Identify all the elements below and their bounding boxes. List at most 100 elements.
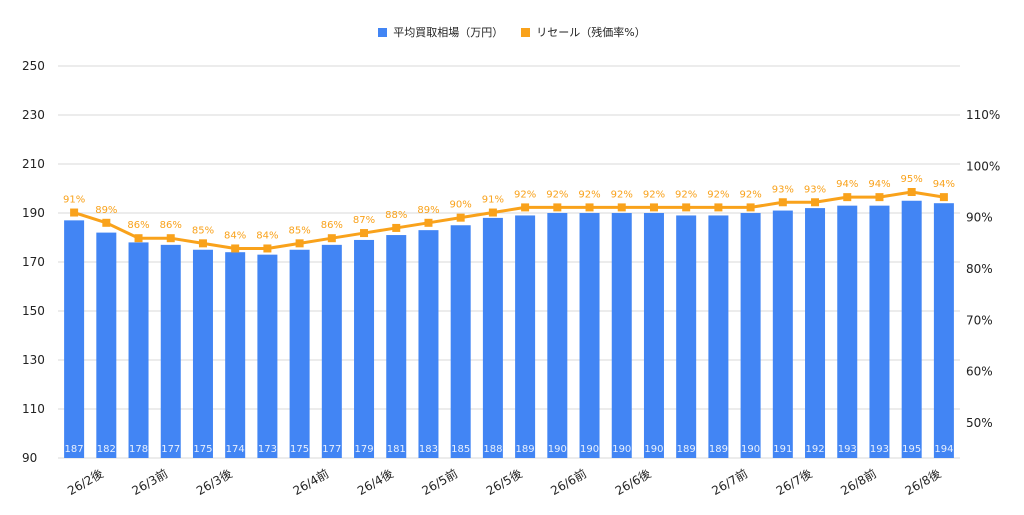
y-left-tick-label: 130 [22, 353, 45, 367]
bar-value-label: 175 [290, 444, 309, 455]
line-value-label: 94% [933, 179, 955, 190]
bar-value-label: 190 [548, 444, 567, 455]
legend-label-line: リセール（残価率%） [536, 26, 646, 39]
legend-item-bar[interactable]: 平均買取相場（万円） [378, 24, 503, 40]
y-right-tick-label: 60% [966, 365, 993, 379]
bar-value-label: 192 [805, 444, 824, 455]
chart-legend: 平均買取相場（万円） リセール（残価率%） [0, 24, 1024, 40]
bar-value-label: 193 [838, 444, 857, 455]
line-value-label: 89% [95, 205, 117, 216]
bar [772, 210, 793, 458]
bar-value-label: 190 [580, 444, 599, 455]
resale-line [73, 190, 945, 250]
bar-value-label: 179 [354, 444, 373, 455]
x-tick-label: 26/3後 [194, 466, 235, 498]
y-left-tick-label: 230 [22, 108, 45, 122]
line-point [778, 198, 787, 207]
line-value-label: 91% [482, 195, 504, 206]
bar [96, 232, 117, 458]
line-point [295, 239, 304, 248]
bar [321, 244, 342, 458]
y-right-tick-label: 80% [966, 262, 993, 276]
bar [837, 205, 858, 458]
x-tick-label: 26/8後 [903, 466, 944, 498]
line-point [682, 203, 691, 212]
bar [740, 213, 761, 458]
bar-value-label: 188 [483, 444, 502, 455]
line-point [811, 198, 820, 207]
line-value-label: 85% [192, 225, 214, 236]
line-point [746, 203, 755, 212]
line-value-label: 92% [643, 189, 665, 200]
line-point [521, 203, 530, 212]
bar-value-label: 195 [902, 444, 921, 455]
line-point [939, 193, 948, 202]
bar [515, 215, 536, 458]
line-point [263, 244, 272, 253]
bar-value-label: 185 [451, 444, 470, 455]
bar [192, 249, 213, 458]
y-left-tick-label: 190 [22, 206, 45, 220]
bar-value-label: 175 [193, 444, 212, 455]
legend-swatch-bar [378, 27, 388, 37]
line-value-label: 93% [772, 184, 794, 195]
bar [289, 249, 310, 458]
line-value-label: 92% [707, 189, 729, 200]
line-value-label: 89% [417, 205, 439, 216]
bar-value-label: 182 [97, 444, 116, 455]
line-point [617, 203, 626, 212]
bar [547, 213, 568, 458]
bar-value-label: 178 [129, 444, 148, 455]
line-value-label: 90% [450, 200, 472, 211]
line-value-label: 91% [63, 195, 85, 206]
bar [386, 235, 407, 458]
bar [257, 254, 278, 458]
y-right-tick-label: 90% [966, 211, 993, 225]
line-point [456, 213, 465, 222]
line-point [488, 208, 497, 217]
y-right-tick-label: 100% [966, 159, 1000, 173]
line-point [649, 203, 658, 212]
y-left-tick-label: 90 [22, 451, 37, 465]
y-right-tick-label: 110% [966, 108, 1000, 122]
line-value-label: 84% [224, 230, 246, 241]
line-point [231, 244, 240, 253]
bar-value-label: 173 [258, 444, 277, 455]
line-point [360, 229, 369, 238]
bar-value-label: 187 [65, 444, 84, 455]
legend-item-line[interactable]: リセール（残価率%） [521, 24, 646, 40]
bar-value-label: 181 [387, 444, 406, 455]
line-value-label: 86% [127, 220, 149, 231]
bar-value-label: 177 [161, 444, 180, 455]
line-value-label: 94% [836, 179, 858, 190]
bar [643, 213, 664, 458]
line-value-label: 94% [868, 179, 890, 190]
bar-value-label: 189 [516, 444, 535, 455]
line-point [843, 193, 852, 202]
line-point [714, 203, 723, 212]
bar-value-label: 190 [612, 444, 631, 455]
line-value-label: 92% [739, 189, 761, 200]
bar [64, 220, 85, 458]
line-value-label: 92% [514, 189, 536, 200]
bar [450, 225, 471, 458]
bar [901, 200, 922, 458]
bar-value-label: 194 [934, 444, 953, 455]
bar [708, 215, 729, 458]
bar-value-label: 191 [773, 444, 792, 455]
bar-value-label: 189 [709, 444, 728, 455]
line-point [198, 239, 207, 248]
bar [482, 217, 503, 458]
line-point [134, 234, 143, 243]
y-left-tick-label: 250 [22, 59, 45, 73]
bar [418, 230, 439, 458]
y-right-tick-label: 70% [966, 313, 993, 327]
line-point [166, 234, 175, 243]
line-value-label: 85% [288, 225, 310, 236]
line-value-label: 92% [546, 189, 568, 200]
line-point [70, 208, 79, 217]
line-point [102, 218, 111, 227]
bar [160, 244, 181, 458]
x-tick-label: 26/4前 [290, 466, 331, 498]
bar [933, 203, 954, 458]
